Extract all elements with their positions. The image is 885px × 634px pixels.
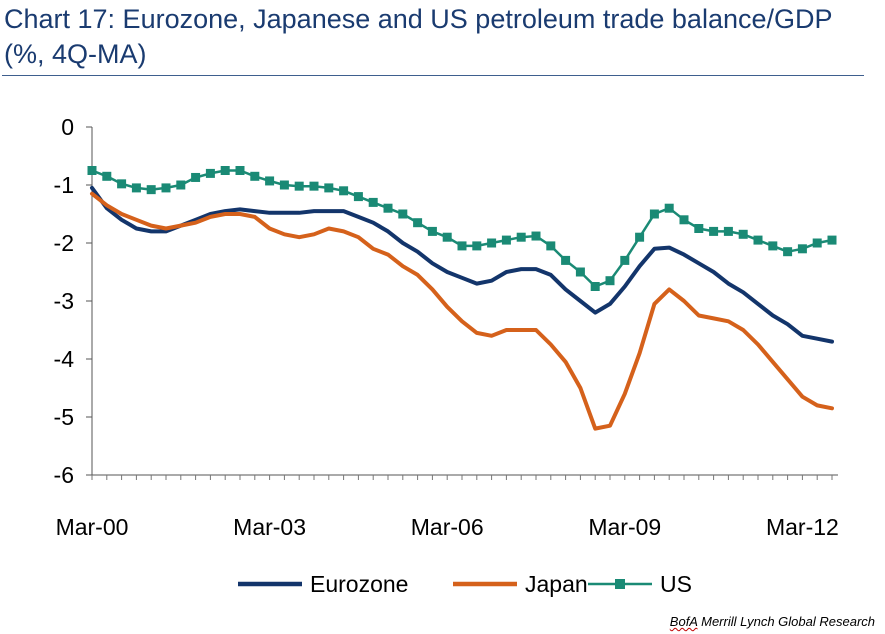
data-point-us [102, 171, 112, 181]
data-point-us [87, 166, 97, 175]
data-point-us [250, 171, 260, 181]
data-point-us [191, 172, 201, 182]
data-point-us [265, 176, 275, 186]
data-point-us [679, 215, 689, 225]
data-point-us [205, 168, 215, 178]
data-point-us [620, 255, 630, 265]
data-point-us [664, 203, 674, 213]
axes: 0 -1 -2 -3 -4 -5 -6 Mar-00 Mar-03 Mar-06 Mar-09 Mar… [54, 114, 839, 540]
data-point-us [590, 282, 600, 291]
data-point-us [117, 179, 127, 189]
data-point-us [398, 209, 408, 219]
y-tick-label: 0 [61, 114, 74, 140]
data-point-us [353, 192, 363, 202]
y-tick-label: -4 [54, 346, 75, 372]
source-bofa: BofA [669, 614, 698, 629]
data-point-us [694, 224, 704, 233]
y-tick-label: -2 [54, 230, 74, 256]
data-point-us [546, 241, 556, 251]
data-point-us [827, 235, 837, 245]
data-point-us [709, 226, 719, 236]
data-point-us [324, 183, 334, 193]
data-point-us [723, 226, 733, 236]
data-point-us [427, 226, 437, 236]
data-point-us [176, 180, 186, 190]
x-tick-label: Mar-06 [411, 514, 484, 540]
legend-marker-us [615, 579, 625, 589]
data-point-us [812, 238, 822, 248]
data-point-us [753, 235, 763, 245]
data-point-us [235, 166, 245, 175]
x-tick-label: Mar-09 [588, 514, 661, 540]
data-point-us [649, 209, 659, 219]
data-point-us [383, 203, 393, 213]
data-point-us [413, 218, 423, 228]
series-line-japan [90, 191, 834, 431]
y-tick-label: -1 [54, 172, 74, 198]
source-rest: Merrill Lynch Global Research [697, 614, 875, 629]
data-point-us [339, 186, 349, 196]
x-tick-label: Mar-00 [56, 514, 129, 540]
series-layer [87, 166, 837, 431]
data-point-us [131, 183, 141, 193]
data-point-us [516, 232, 526, 242]
data-point-us [146, 185, 156, 195]
x-tick-label: Mar-12 [766, 514, 839, 540]
series-line-us [90, 169, 834, 288]
data-point-us [161, 183, 171, 193]
data-point-us [575, 267, 585, 277]
source-note: BofA Merrill Lynch Global Research [670, 614, 875, 629]
data-point-us [738, 229, 748, 239]
series-line-eurozone [90, 185, 834, 344]
y-tick-label: -6 [54, 462, 74, 488]
legend-label-us: US [660, 571, 692, 597]
data-point-us [605, 276, 615, 286]
x-tick-label: Mar-03 [233, 514, 306, 540]
data-point-us [501, 235, 511, 245]
legend-label-japan: Japan [525, 571, 588, 597]
y-tick-label: -3 [54, 288, 74, 314]
y-tick-label: -5 [54, 404, 74, 430]
data-point-us [472, 241, 482, 251]
data-point-us [635, 232, 645, 242]
data-point-us [220, 166, 230, 175]
data-point-us [797, 244, 807, 254]
data-point-us [309, 181, 319, 191]
legend: Eurozone Japan US [238, 571, 692, 597]
data-point-us [368, 197, 378, 207]
legend-label-eurozone: Eurozone [310, 571, 408, 597]
data-point-us [294, 181, 304, 191]
data-point-us [442, 232, 452, 242]
title-rule [2, 75, 864, 76]
data-point-us [279, 180, 289, 190]
data-point-us [457, 241, 467, 251]
data-point-us [768, 241, 778, 251]
data-point-us [783, 247, 793, 257]
data-point-us [561, 255, 571, 265]
chart-title: Chart 17: Eurozone, Japanese and US petr… [4, 4, 833, 69]
data-point-us [487, 238, 497, 248]
data-point-us [531, 231, 541, 241]
